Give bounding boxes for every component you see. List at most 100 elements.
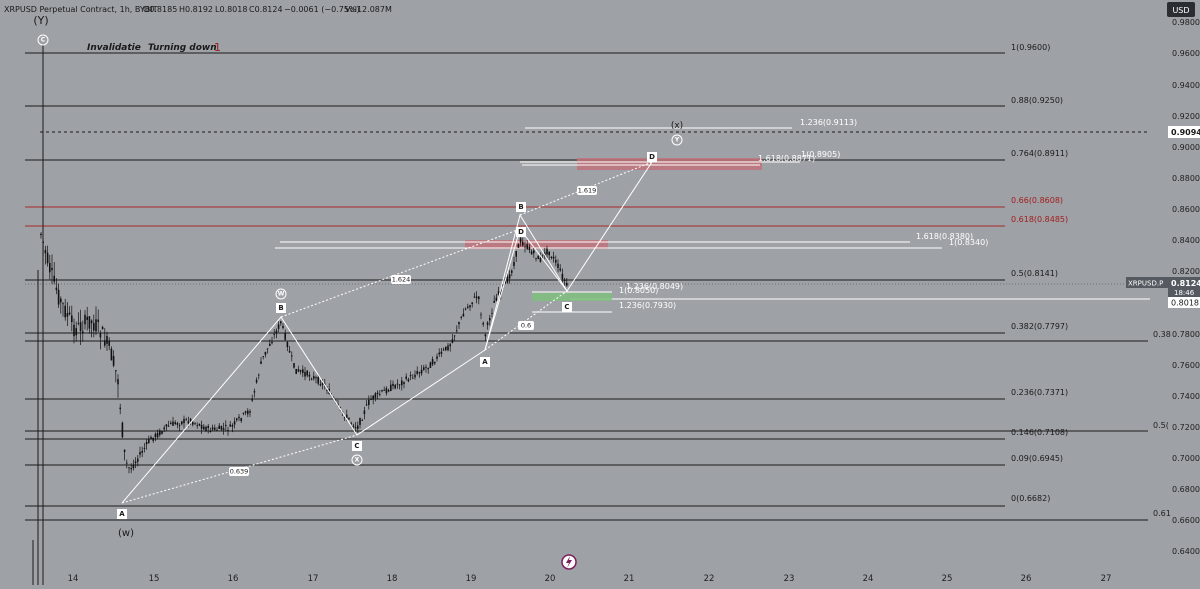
candle-body [244, 411, 247, 413]
ext-label: 1.618(0.8380) [916, 232, 973, 241]
candle-body [519, 238, 522, 243]
candle-body [242, 413, 245, 414]
candle-body [343, 417, 346, 419]
candle-body [156, 432, 159, 438]
svg-text:0.7400: 0.7400 [1172, 392, 1200, 401]
candle-body [546, 248, 548, 255]
ratio-label-1619: 1.619 [578, 187, 597, 195]
candle-body [207, 425, 209, 429]
candle-body [82, 331, 84, 333]
svg-text:0.9800: 0.9800 [1172, 18, 1200, 27]
candle-body [379, 394, 381, 396]
candle-body [456, 330, 458, 332]
candle-body [526, 244, 528, 249]
candle-body [368, 399, 370, 406]
candle-body [123, 449, 126, 452]
red-zone-mid[interactable] [465, 240, 608, 249]
candle-body [478, 296, 480, 300]
candle-body [181, 421, 183, 425]
candle-body [445, 346, 447, 351]
candle-body [260, 361, 262, 364]
candle-body [88, 316, 91, 329]
candle-body [539, 257, 542, 262]
candle-body [513, 261, 515, 266]
side-label-05: 0.5( [1153, 421, 1169, 430]
candle-body [297, 369, 300, 372]
candle-body [412, 377, 414, 379]
w-circle-label: W [278, 291, 285, 298]
candle-body [112, 356, 115, 366]
ohlc-close: C0.8124 [249, 5, 283, 14]
candle-body [376, 392, 379, 395]
svg-text:14: 14 [68, 574, 79, 584]
wave-point-labels: A B C A B C D D [117, 152, 657, 519]
candle-body [462, 313, 465, 317]
fib-label: 0.66(0.8608) [1011, 196, 1063, 205]
candle-body [126, 462, 128, 464]
candle-body [357, 425, 359, 429]
candle-body [321, 382, 324, 385]
candle-body [530, 251, 533, 255]
fib-label: 0.146(0.7108) [1011, 428, 1068, 437]
candle-body [493, 300, 495, 303]
candle-body [86, 316, 88, 320]
candle-body [251, 399, 253, 401]
candle-body [121, 422, 124, 438]
candle-body [286, 342, 289, 348]
svg-text:0.6800: 0.6800 [1172, 485, 1200, 494]
candle-body [416, 371, 418, 374]
candle-body [387, 389, 390, 392]
candle-body [469, 305, 471, 308]
candle-body [533, 250, 535, 254]
candle-body [438, 352, 440, 355]
candle-body [566, 282, 568, 286]
candle-body [183, 418, 185, 424]
candle-body [497, 291, 500, 296]
candle-body [273, 334, 275, 336]
candle-body [110, 348, 113, 361]
candle-body [132, 464, 135, 469]
svg-text:0.8200: 0.8200 [1172, 267, 1200, 276]
svg-text:18: 18 [387, 574, 398, 584]
candle-body [555, 259, 557, 263]
svg-text:0.8400: 0.8400 [1172, 236, 1200, 245]
candle-body [152, 437, 154, 441]
marked-level-value: 0.9094 [1171, 128, 1200, 137]
candle-body [42, 241, 44, 243]
candle-body [231, 424, 234, 427]
candle-body [68, 312, 71, 315]
candle-body [372, 395, 374, 400]
red-zone-top[interactable] [577, 158, 762, 170]
current-price-symbol: XRPUSD.P [1128, 280, 1163, 288]
currency-button[interactable] [1167, 2, 1195, 17]
candle-body [167, 425, 170, 427]
candle-body [44, 249, 47, 254]
candle-body [141, 450, 143, 453]
candle-body [165, 424, 168, 427]
candle-body [280, 321, 282, 324]
candle-body [238, 416, 240, 419]
candle-body [317, 376, 319, 384]
low-price-value: 0.8018 [1171, 299, 1199, 308]
candle-body [449, 344, 451, 347]
svg-text:0.7600: 0.7600 [1172, 361, 1200, 370]
svg-text:19: 19 [466, 574, 477, 584]
candle-body [57, 289, 60, 305]
fib-level-labels: 1(0.9600) 0.88(0.9250) 0.764(0.8911) 0.6… [1011, 43, 1068, 503]
svg-text:25: 25 [942, 574, 953, 584]
green-zone[interactable] [532, 293, 612, 301]
svg-text:24: 24 [863, 574, 874, 584]
candle-body [458, 322, 460, 325]
w-bottom-label: (w) [118, 528, 134, 539]
candle-body [405, 376, 407, 379]
volume-value: Vol12.087M [345, 5, 392, 14]
candle-body [139, 452, 141, 455]
wave-point-d2: D [649, 153, 655, 161]
candle-body [475, 296, 478, 299]
wave-point-c2: C [564, 303, 569, 311]
candle-body [401, 380, 403, 386]
candle-body [504, 281, 506, 284]
wave-point-c1: C [354, 442, 359, 450]
candle-body [277, 324, 280, 329]
